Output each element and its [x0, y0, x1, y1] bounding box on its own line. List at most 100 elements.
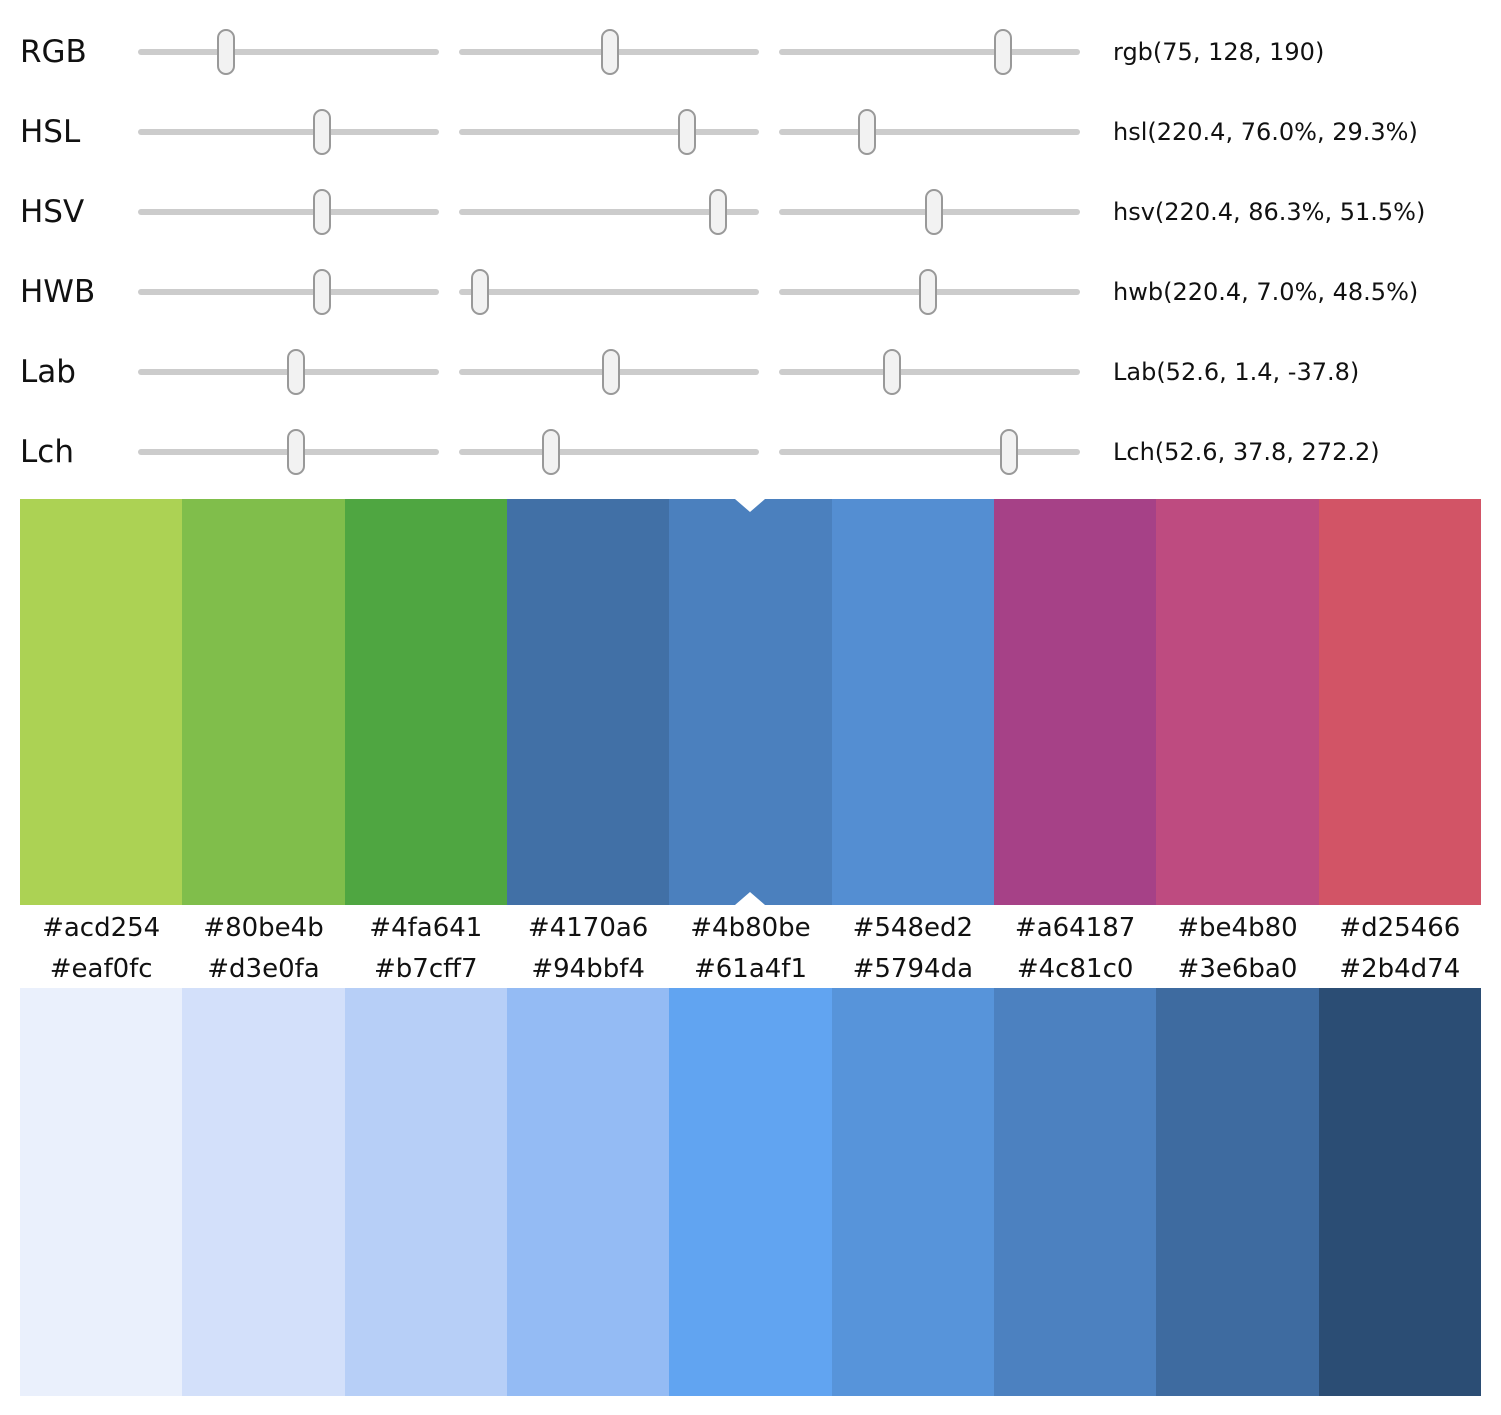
slider-thumb[interactable] — [541, 429, 560, 475]
slider-thumb[interactable] — [1000, 429, 1019, 475]
shade-hex-label: #b7cff7 — [374, 954, 478, 984]
slider-thumb[interactable] — [919, 269, 938, 315]
slider-track-2[interactable] — [458, 109, 760, 155]
slider-track-3[interactable] — [779, 109, 1081, 155]
shade-swatch-9[interactable] — [1318, 988, 1481, 1396]
harmony-hex-label: #80be4b — [203, 912, 324, 943]
shade-swatch-2[interactable] — [182, 988, 345, 1396]
slider-tracks — [138, 29, 1081, 75]
harmony-hex-label: #4fa641 — [369, 912, 483, 943]
slider-row-value: rgb(75, 128, 190) — [1113, 38, 1325, 66]
slider-thumb[interactable] — [925, 189, 944, 235]
slider-row-rgb: RGB rgb(75, 128, 190) — [20, 12, 1501, 92]
slider-thumb[interactable] — [858, 109, 877, 155]
shade-hex-label: #3e6ba0 — [1177, 954, 1298, 984]
shade-swatch-1[interactable] — [20, 988, 183, 1396]
shade-swatch-8[interactable] — [1156, 988, 1319, 1396]
harmony-palette — [20, 499, 1481, 905]
shade-swatch-7[interactable] — [993, 988, 1157, 1396]
harmony-swatch-1[interactable] — [20, 499, 183, 905]
slider-row-value: Lch(52.6, 37.8, 272.2) — [1113, 438, 1380, 466]
slider-track-3[interactable] — [779, 349, 1081, 395]
harmony-hex-label: #a64187 — [1014, 912, 1136, 943]
slider-thumb[interactable] — [217, 29, 236, 75]
slider-track-3[interactable] — [779, 429, 1081, 475]
slider-thumb[interactable] — [313, 109, 331, 155]
slider-thumb[interactable] — [600, 29, 619, 75]
harmony-hex-label: #4b80be — [690, 912, 811, 943]
slider-track-1[interactable] — [138, 189, 439, 235]
slider-row-lab: Lab Lab(52.6, 1.4, -37.8) — [20, 332, 1501, 412]
slider-thumb[interactable] — [287, 349, 306, 395]
shade-hex-label: #2b4d74 — [1339, 954, 1461, 984]
shade-hex-label: #eaf0fc — [49, 954, 153, 984]
shade-swatch-5[interactable] — [669, 988, 832, 1396]
harmony-hex-label: #be4b80 — [1177, 912, 1298, 943]
slider-row-hsl: HSL hsl(220.4, 76.0%, 29.3%) — [20, 92, 1501, 172]
slider-row-label: HWB — [20, 273, 96, 310]
slider-track-1[interactable] — [138, 29, 439, 75]
shades-hex-labels: #eaf0fc #d3e0fa #b7cff7 #94bbf4 #61a4f1 #5794… — [20, 950, 1481, 988]
slider-row-value: hwb(220.4, 7.0%, 48.5%) — [1113, 278, 1419, 306]
harmony-hex-label: #acd254 — [42, 912, 161, 943]
harmony-swatch-6[interactable] — [831, 499, 994, 905]
harmony-swatch-3[interactable] — [344, 499, 507, 905]
slider-track-2[interactable] — [458, 429, 760, 475]
slider-track-2[interactable] — [458, 269, 760, 315]
slider-track-1[interactable] — [138, 269, 439, 315]
slider-row-label: HSL — [20, 113, 81, 150]
shade-hex-label: #4c81c0 — [1016, 954, 1134, 984]
slider-tracks — [138, 189, 1081, 235]
harmony-swatch-5[interactable] — [669, 499, 832, 905]
harmony-hex-label: #d25466 — [1339, 912, 1461, 943]
slider-row-hwb: HWB hwb(220.4, 7.0%, 48.5%) — [20, 252, 1501, 332]
slider-row-label: Lab — [20, 353, 76, 390]
slider-row-label: HSV — [20, 193, 85, 230]
slider-track-3[interactable] — [779, 29, 1081, 75]
slider-row-label: RGB — [20, 33, 87, 70]
shade-swatch-3[interactable] — [344, 988, 507, 1396]
slider-track-1[interactable] — [138, 429, 439, 475]
shade-hex-label: #d3e0fa — [207, 954, 320, 984]
harmony-swatch-2[interactable] — [182, 499, 345, 905]
slider-row-hsv: HSV hsv(220.4, 86.3%, 51.5%) — [20, 172, 1501, 252]
slider-row-value: Lab(52.6, 1.4, -37.8) — [1113, 358, 1360, 386]
shade-swatch-6[interactable] — [831, 988, 994, 1396]
slider-thumb[interactable] — [287, 429, 306, 475]
harmony-swatch-4[interactable] — [506, 499, 670, 905]
slider-thumb[interactable] — [678, 109, 697, 155]
shade-swatch-4[interactable] — [506, 988, 670, 1396]
shade-hex-label: #94bbf4 — [531, 954, 645, 984]
slider-tracks — [138, 109, 1081, 155]
slider-tracks — [138, 429, 1081, 475]
slider-panel: RGB rgb(75, 128, 190) HSL hsl(220.4, 76.0%,… — [0, 0, 1501, 492]
slider-tracks — [138, 349, 1081, 395]
slider-track-2[interactable] — [458, 29, 760, 75]
slider-track-1[interactable] — [138, 349, 439, 395]
slider-thumb[interactable] — [470, 269, 489, 315]
slider-row-value: hsl(220.4, 76.0%, 29.3%) — [1113, 118, 1418, 146]
harmony-swatch-8[interactable] — [1156, 499, 1319, 905]
harmony-hex-labels: #acd254 #80be4b #4fa641 #4170a6 #4b80be #548e… — [20, 905, 1481, 950]
shades-palette — [20, 988, 1481, 1396]
slider-track-3[interactable] — [779, 189, 1081, 235]
slider-tracks — [138, 269, 1081, 315]
shade-hex-label: #5794da — [852, 954, 973, 984]
harmony-hex-label: #548ed2 — [852, 912, 974, 943]
slider-track-2[interactable] — [458, 349, 760, 395]
slider-row-value: hsv(220.4, 86.3%, 51.5%) — [1113, 198, 1426, 226]
harmony-swatch-9[interactable] — [1318, 499, 1481, 905]
slider-thumb[interactable] — [313, 189, 331, 235]
slider-thumb[interactable] — [602, 349, 621, 395]
slider-thumb[interactable] — [994, 29, 1013, 75]
slider-thumb[interactable] — [883, 349, 902, 395]
slider-row-lch: Lch Lch(52.6, 37.8, 272.2) — [20, 412, 1501, 492]
harmony-swatch-7[interactable] — [993, 499, 1157, 905]
slider-track-1[interactable] — [138, 109, 439, 155]
shade-hex-label: #61a4f1 — [693, 954, 807, 984]
slider-thumb[interactable] — [313, 269, 331, 315]
slider-track-2[interactable] — [458, 189, 760, 235]
slider-track-3[interactable] — [779, 269, 1081, 315]
slider-thumb[interactable] — [709, 189, 728, 235]
